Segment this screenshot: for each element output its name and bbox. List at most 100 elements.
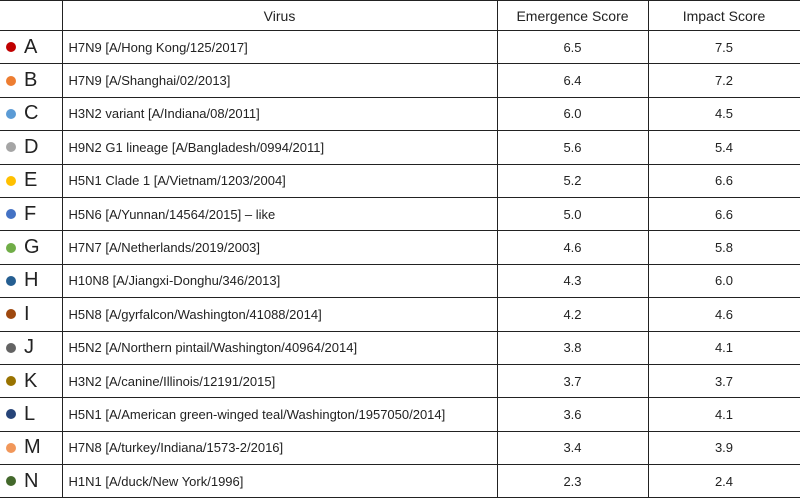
color-dot [6,175,16,186]
row-letter: I [24,302,30,325]
virus-cell: H7N9 [A/Shanghai/02/2013] [61,63,498,98]
color-dot [6,409,16,420]
color-dot [6,42,16,53]
impact-cell: 6.6 [647,196,800,232]
color-dot [6,108,16,119]
table-row: F H5N6 [A/Yunnan/14564/2015] – like 5.0 6.6 [0,196,800,232]
virus-cell: H5N1 [A/American green-winged teal/Washi… [61,397,498,432]
id-cell: H [0,263,63,299]
id-wrap: B [0,69,62,92]
id-wrap: H [0,269,62,292]
row-letter: K [24,369,38,392]
color-dot [6,242,16,253]
table-row: G H7N7 [A/Netherlands/2019/2003] 4.6 5.8 [0,230,800,265]
impact-cell: 6.6 [647,163,800,198]
virus-cell: H1N1 [A/duck/New York/1996] [61,464,498,498]
table-row: C H3N2 variant [A/Indiana/08/2011] 6.0 4.5 [0,96,800,132]
id-cell: E [0,163,63,198]
virus-cell: H5N8 [A/gyrfalcon/Washington/41088/2014] [61,297,498,332]
row-letter: H [24,269,39,292]
row-letter: E [24,169,38,192]
id-cell: A [0,29,63,65]
color-dot [6,209,16,220]
impact-cell: 4.5 [647,96,800,132]
id-wrap: L [0,403,62,426]
emergence-cell: 3.4 [496,430,649,466]
virus-cell: H7N7 [A/Netherlands/2019/2003] [61,230,498,265]
id-wrap: F [0,203,62,226]
id-cell: F [0,196,63,232]
color-dot [6,442,16,453]
emergence-cell: 4.6 [496,230,649,265]
virus-cell: H5N2 [A/Northern pintail/Washington/4096… [61,330,498,365]
impact-cell: 6.0 [647,263,800,299]
id-wrap: E [0,169,62,192]
virus-cell: H10N8 [A/Jiangxi-Donghu/346/2013] [61,263,498,299]
header-cell: Impact Score [647,0,800,31]
emergence-cell: 5.0 [496,196,649,232]
impact-cell: 4.6 [647,297,800,332]
impact-cell: 7.2 [647,63,800,98]
impact-cell: 7.5 [647,29,800,65]
color-dot [6,75,16,86]
table-row: H H10N8 [A/Jiangxi-Donghu/346/2013] 4.3 6.0 [0,263,800,299]
row-letter: L [24,402,36,425]
id-wrap: A [0,36,62,59]
id-wrap: C [0,102,62,125]
color-dot [6,476,16,487]
row-letter: B [24,69,38,92]
impact-cell: 2.4 [647,464,800,498]
color-dot [6,309,16,320]
impact-cell: 3.7 [647,363,800,399]
virus-cell: H7N9 [A/Hong Kong/125/2017] [61,29,498,65]
color-dot [6,142,16,153]
id-cell: J [0,330,63,365]
id-cell: D [0,130,63,165]
emergence-cell: 3.8 [496,330,649,365]
id-wrap: M [0,436,62,459]
id-wrap: D [0,136,62,159]
virus-cell: H3N2 [A/canine/Illinois/12191/2015] [61,363,498,399]
row-letter: A [24,35,38,58]
impact-cell: 4.1 [647,397,800,432]
emergence-cell: 6.5 [496,29,649,65]
id-cell: K [0,363,63,399]
table-row: J H5N2 [A/Northern pintail/Washington/409… [0,330,800,365]
row-letter: F [24,202,37,225]
id-cell: M [0,430,63,466]
row-letter: D [24,135,39,158]
table-row: B H7N9 [A/Shanghai/02/2013] 6.4 7.2 [0,63,800,98]
row-letter: C [24,102,39,125]
color-dot [6,275,16,286]
virus-cell: H3N2 variant [A/Indiana/08/2011] [61,96,498,132]
header-row: Virus Emergence Score Impact Score [0,0,800,31]
impact-cell: 4.1 [647,330,800,365]
emergence-cell: 5.2 [496,163,649,198]
header-cell: Virus [61,0,498,31]
emergence-cell: 3.7 [496,363,649,399]
emergence-cell: 6.4 [496,63,649,98]
id-wrap: N [0,470,62,493]
emergence-cell: 2.3 [496,464,649,498]
virus-cell: H5N1 Clade 1 [A/Vietnam/1203/2004] [61,163,498,198]
row-letter: M [24,436,41,459]
emergence-cell: 5.6 [496,130,649,165]
virus-cell: H5N6 [A/Yunnan/14564/2015] – like [61,196,498,232]
id-wrap: I [0,303,62,326]
emergence-cell: 4.3 [496,263,649,299]
table-row: E H5N1 Clade 1 [A/Vietnam/1203/2004] 5.2 6.… [0,163,800,198]
row-letter: G [24,236,40,259]
id-cell: C [0,96,63,132]
impact-cell: 5.8 [647,230,800,265]
id-cell: I [0,297,63,332]
virus-cell: H9N2 G1 lineage [A/Bangladesh/0994/2011] [61,130,498,165]
table-row: A H7N9 [A/Hong Kong/125/2017] 6.5 7.5 [0,29,800,65]
impact-cell: 5.4 [647,130,800,165]
table-body: A H7N9 [A/Hong Kong/125/2017] 6.5 7.5 B H7N9 … [0,29,800,498]
row-letter: N [24,469,39,492]
header-cell: Emergence Score [496,0,649,31]
id-cell: L [0,397,63,432]
table-row: D H9N2 G1 lineage [A/Bangladesh/0994/2011… [0,130,800,165]
